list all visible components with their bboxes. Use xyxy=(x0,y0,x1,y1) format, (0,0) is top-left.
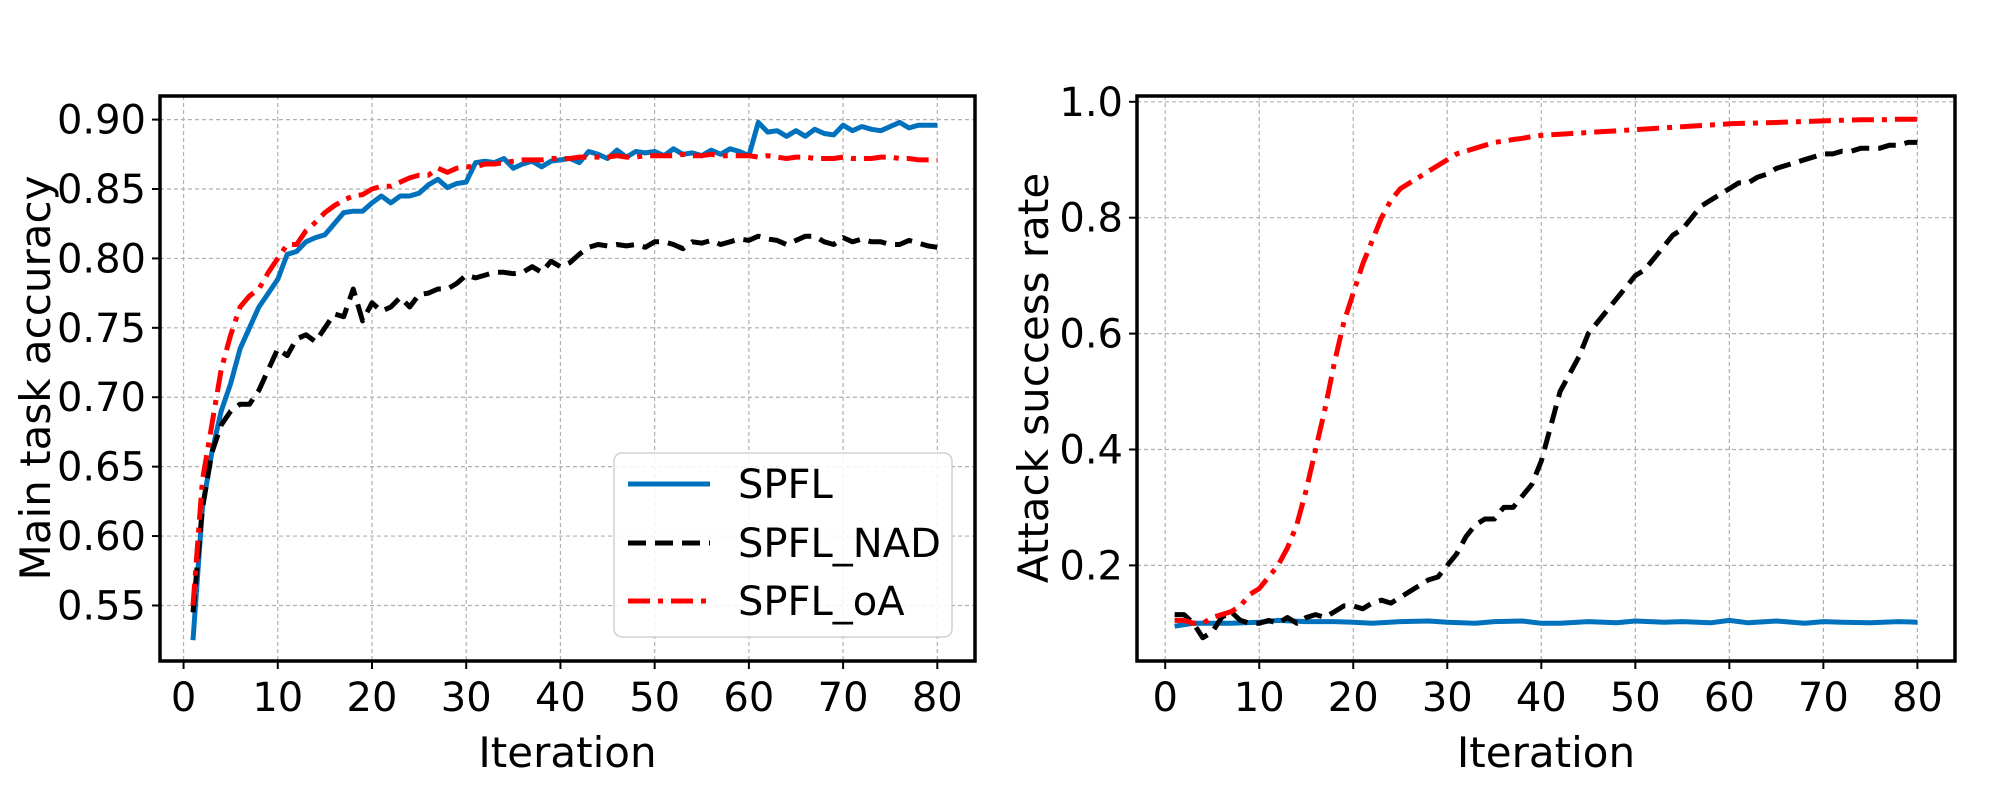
right-series-group xyxy=(1174,116,1918,641)
left-series-group xyxy=(190,119,938,641)
right-x-tick-label: 10 xyxy=(1234,675,1285,721)
left-x-tick-label: 80 xyxy=(912,675,963,721)
right-y-axis-label: Attack success rate xyxy=(1009,173,1058,583)
right-x-tick-label: 30 xyxy=(1422,675,1473,721)
left-y-axis-label: Main task accuracy xyxy=(11,176,60,581)
left-panel-main-task-accuracy: 0 10 20 30 40 50 60 70 80 0.55 0.60 0.65 0.70 0.75 0.8… xyxy=(11,94,977,777)
left-y-tick-label: 0.70 xyxy=(57,375,146,421)
left-ticks: 0 10 20 30 40 50 60 70 80 0.55 0.60 0.65 0.70 0.75 0.8… xyxy=(57,98,963,721)
legend-label-spfl-nad: SPFL_NAD xyxy=(738,521,941,567)
right-series-line-spfl xyxy=(1174,617,1918,629)
left-y-tick-label: 0.90 xyxy=(57,98,146,144)
left-y-tick-label: 0.65 xyxy=(57,445,146,491)
left-x-tick-label: 50 xyxy=(629,675,680,721)
right-x-tick-label: 40 xyxy=(1516,675,1567,721)
right-y-tick-label: 0.6 xyxy=(1059,312,1123,358)
left-x-tick-label: 10 xyxy=(252,675,303,721)
left-x-tick-label: 0 xyxy=(171,675,196,721)
left-x-tick-label: 20 xyxy=(347,675,398,721)
legend-label-spfl: SPFL xyxy=(738,462,834,508)
right-y-tick-label: 0.8 xyxy=(1059,196,1123,242)
legend: SPFL SPFL_NAD SPFL_oA xyxy=(613,452,953,638)
left-x-axis-label: Iteration xyxy=(478,728,656,777)
left-x-tick-label: 70 xyxy=(818,675,869,721)
right-panel-attack-success-rate: 0 10 20 30 40 50 60 70 80 0.2 0.4 0.6 0.8 1.0 Iterati… xyxy=(1009,80,1957,777)
right-x-tick-label: 20 xyxy=(1328,675,1379,721)
right-grid xyxy=(1137,96,1955,661)
right-x-tick-label: 70 xyxy=(1798,675,1849,721)
right-y-tick-label: 0.2 xyxy=(1059,543,1123,589)
right-series-line-spfl-oa xyxy=(1174,116,1918,626)
left-y-tick-label: 0.85 xyxy=(57,167,146,213)
right-y-tick-label: 1.0 xyxy=(1059,80,1123,126)
right-axes-frame xyxy=(1135,94,1957,663)
right-x-axis-label: Iteration xyxy=(1457,728,1635,777)
left-series-line-spfl-oa xyxy=(190,151,938,606)
left-y-tick-label: 0.55 xyxy=(57,583,146,629)
right-series-line-spfl-nad xyxy=(1174,139,1918,641)
left-y-tick-label: 0.80 xyxy=(57,236,146,282)
left-x-tick-label: 60 xyxy=(723,675,774,721)
right-x-tick-label: 60 xyxy=(1704,675,1755,721)
legend-label-spfl-oa: SPFL_oA xyxy=(738,579,905,625)
right-ticks: 0 10 20 30 40 50 60 70 80 0.2 0.4 0.6 0.8 1.0 xyxy=(1059,80,1942,721)
legend-box xyxy=(613,452,953,638)
left-axes-frame xyxy=(158,94,977,663)
left-x-tick-label: 40 xyxy=(535,675,586,721)
right-x-tick-label: 0 xyxy=(1152,675,1177,721)
left-x-tick-label: 30 xyxy=(441,675,492,721)
right-y-tick-label: 0.4 xyxy=(1059,427,1123,473)
right-x-tick-label: 80 xyxy=(1892,675,1943,721)
left-y-tick-label: 0.60 xyxy=(57,514,146,560)
right-x-tick-label: 50 xyxy=(1610,675,1661,721)
left-y-tick-label: 0.75 xyxy=(57,306,146,352)
